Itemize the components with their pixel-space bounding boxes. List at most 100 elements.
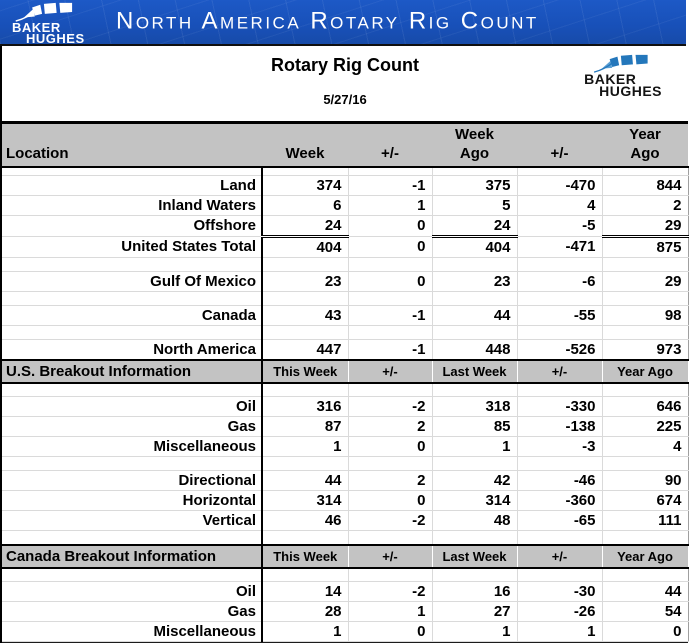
cell-value: 46 <box>262 510 349 531</box>
cell-value: 48 <box>432 510 518 531</box>
cell-value: -46 <box>517 470 603 491</box>
cell-value: 23 <box>262 271 349 292</box>
cell-value: -5 <box>517 215 603 237</box>
column-header: Week <box>262 121 348 168</box>
section-title: Canada Breakout Information <box>2 543 263 569</box>
baker-hughes-flags-icon <box>15 2 73 22</box>
cell-value: -3 <box>517 436 603 457</box>
cell-value: 844 <box>602 175 689 196</box>
empty-cell <box>262 567 349 582</box>
cell-value: -2 <box>348 510 433 531</box>
table-row: Oil 316 -2 318 -330 646 <box>2 396 689 417</box>
section-column-header: This Week <box>262 358 348 384</box>
section-column-header: +/- <box>348 358 432 384</box>
row-label: Canada <box>2 305 263 326</box>
cell-value: 29 <box>602 271 689 292</box>
row-label: Miscellaneous <box>2 621 263 642</box>
empty-cell <box>348 530 433 545</box>
cell-value: 447 <box>262 339 349 360</box>
empty-cell <box>517 382 603 397</box>
cell-value: -330 <box>517 396 603 417</box>
cell-value: 111 <box>602 510 689 531</box>
cell-value: 1 <box>262 621 349 642</box>
cell-value: 87 <box>262 416 349 437</box>
cell-value: 5 <box>432 195 518 216</box>
empty-cell <box>348 257 433 272</box>
table-row: Miscellaneous 1 0 1 1 0 <box>2 621 689 642</box>
empty-cell <box>602 291 689 306</box>
section-title: U.S. Breakout Information <box>2 358 263 384</box>
empty-cell <box>432 291 518 306</box>
row-label: Gas <box>2 416 263 437</box>
empty-label-cell <box>2 567 263 582</box>
cell-value: 2 <box>348 470 433 491</box>
cell-value: 448 <box>432 339 518 360</box>
empty-cell <box>432 382 518 397</box>
empty-cell <box>602 257 689 272</box>
cell-value: 24 <box>432 215 518 238</box>
table-row <box>2 456 689 471</box>
table-row <box>2 382 689 397</box>
cell-value: 875 <box>602 236 689 258</box>
cell-value: -470 <box>517 175 603 196</box>
cell-value: -1 <box>348 339 433 360</box>
cell-value: 43 <box>262 305 349 326</box>
row-label: Land <box>2 175 263 196</box>
section-column-header: Year Ago <box>602 358 688 384</box>
empty-cell <box>602 325 689 340</box>
baker-hughes-flags-icon <box>594 54 648 73</box>
row-label: Offshore <box>2 215 263 237</box>
section-column-header: +/- <box>348 543 432 569</box>
table-row <box>2 291 689 306</box>
empty-label-cell <box>2 325 263 340</box>
report-body: Rotary Rig Count 5/27/16 BAKER HUGHES Lo… <box>0 46 690 643</box>
cell-value: 14 <box>262 581 349 602</box>
cell-value: 316 <box>262 396 349 417</box>
column-header-location: Location <box>2 121 262 168</box>
table-row: Directional 44 2 42 -46 90 <box>2 470 689 491</box>
empty-cell <box>602 167 689 176</box>
section-column-header: Year Ago <box>602 543 688 569</box>
top-banner: BAKER HUGHES North America Rotary Rig Co… <box>0 0 686 46</box>
cell-value: 23 <box>432 271 518 292</box>
table-row <box>2 325 689 340</box>
cell-value: 1 <box>262 436 349 457</box>
cell-value: 4 <box>602 436 689 457</box>
column-header: Year Ago <box>602 121 688 168</box>
row-label: North America <box>2 339 263 360</box>
cell-value: -65 <box>517 510 603 531</box>
empty-cell <box>602 456 689 471</box>
cell-value: 318 <box>432 396 518 417</box>
cell-value: -30 <box>517 581 603 602</box>
empty-cell <box>517 291 603 306</box>
column-header: +/- <box>348 121 432 168</box>
main-header-row: Location Week +/- Week Ago +/- Year Ago <box>2 121 688 168</box>
section-column-header: +/- <box>517 543 602 569</box>
title-block: Rotary Rig Count 5/27/16 BAKER HUGHES <box>2 46 688 121</box>
cell-value: 24 <box>262 215 349 238</box>
empty-cell <box>432 325 518 340</box>
cell-value: 1 <box>348 601 433 622</box>
cell-value: 374 <box>262 175 349 196</box>
table-row <box>2 167 689 176</box>
section-column-header: Last Week <box>432 358 517 384</box>
empty-cell <box>517 567 603 582</box>
table-row: Vertical 46 -2 48 -65 111 <box>2 510 689 531</box>
row-label: Gulf Of Mexico <box>2 271 263 292</box>
cell-value: 98 <box>602 305 689 326</box>
empty-cell <box>262 325 349 340</box>
row-label: Oil <box>2 581 263 602</box>
logo-text-hughes: HUGHES <box>26 31 85 46</box>
cell-value: 44 <box>602 581 689 602</box>
empty-label-cell <box>2 382 263 397</box>
cell-value: -26 <box>517 601 603 622</box>
cell-value: 1 <box>517 621 603 642</box>
cell-value: 404 <box>432 236 518 258</box>
cell-value: -360 <box>517 490 603 511</box>
cell-value: 90 <box>602 470 689 491</box>
table-row: Horizontal 314 0 314 -360 674 <box>2 490 689 511</box>
cell-value: -6 <box>517 271 603 292</box>
empty-label-cell <box>2 291 263 306</box>
empty-cell <box>432 257 518 272</box>
